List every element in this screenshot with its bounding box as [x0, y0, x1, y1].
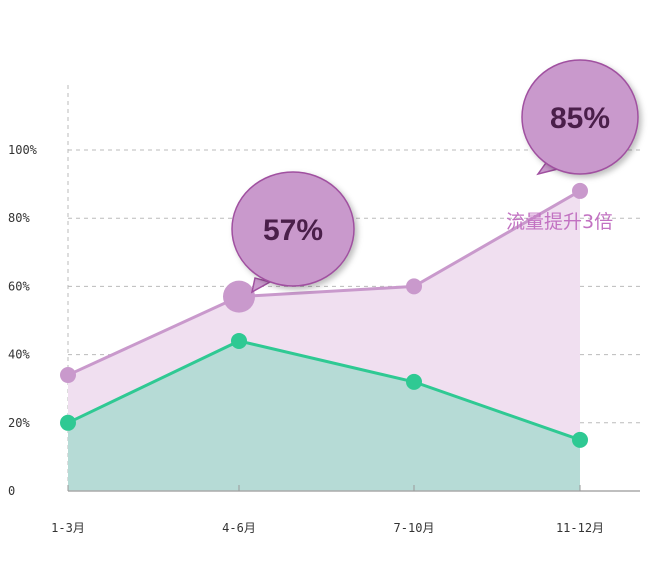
labels: 0 20% 40% 60% 80% 100% 1-3月 4-6月 7-10月 11-12月	[8, 143, 604, 535]
y-tick-label: 80%	[8, 211, 30, 225]
y-tick-label: 0	[8, 484, 15, 498]
series-1-line	[67, 339, 581, 442]
areas	[67, 189, 581, 492]
series-1-point	[572, 431, 588, 448]
series-0-point	[572, 182, 588, 199]
bubbles: 57% 85% 流量提升3倍	[231, 59, 639, 294]
y-tick-label: 60%	[8, 279, 30, 293]
x-tick-label: 11-12月	[556, 521, 604, 535]
x-tick-label: 7-10月	[394, 521, 435, 535]
series-0-point	[60, 367, 76, 384]
series-1-point	[406, 373, 422, 390]
annotation-note: 流量提升3倍	[506, 211, 613, 233]
series-1-point	[60, 414, 76, 431]
series-1-area	[68, 340, 580, 491]
bubble-tail	[250, 277, 272, 294]
y-tick-label: 100%	[8, 143, 38, 157]
annotation-bubble	[521, 59, 639, 175]
series-0-point	[406, 278, 422, 295]
y-tick-label: 40%	[8, 348, 30, 362]
annotation-bubble	[231, 171, 355, 287]
annotation-value: 57%	[263, 214, 323, 247]
series-0-point	[223, 280, 255, 313]
y-tick-label: 20%	[8, 416, 30, 430]
series-0-line	[67, 189, 581, 377]
x-tick-label: 4-6月	[222, 521, 256, 535]
points	[60, 182, 588, 448]
x-tick-label: 1-3月	[51, 521, 85, 535]
axes	[67, 485, 640, 492]
series-1-point	[231, 332, 247, 349]
annotation-value: 85%	[550, 102, 610, 135]
